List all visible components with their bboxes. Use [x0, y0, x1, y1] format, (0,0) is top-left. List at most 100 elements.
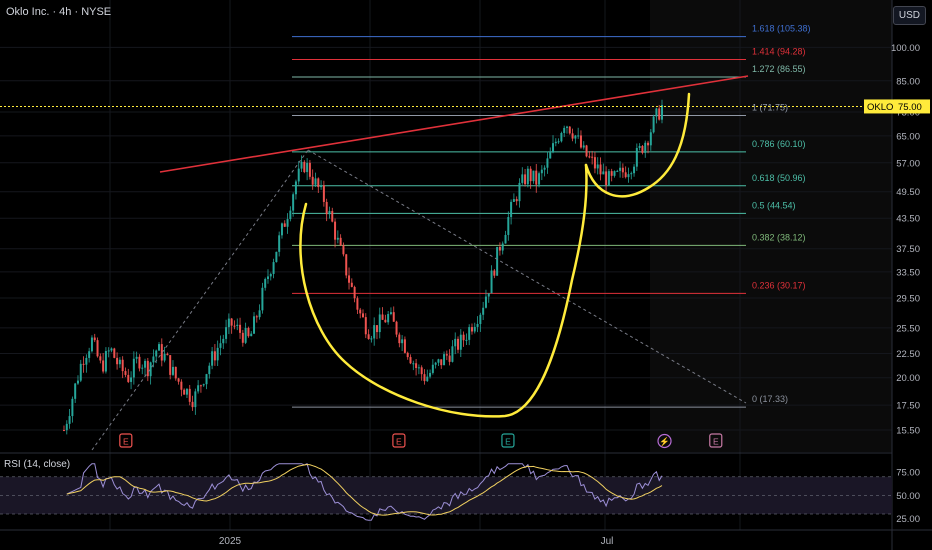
time-tick-label: Jul [601, 536, 614, 547]
candle [297, 160, 300, 185]
candle-body [328, 210, 331, 215]
candle [264, 277, 267, 291]
fib-level-1.618: 1.618 (105.38) [292, 24, 811, 38]
currency-button[interactable]: USD [892, 6, 926, 25]
grid [0, 0, 892, 530]
candle [163, 346, 166, 363]
candle-body [317, 178, 320, 188]
candle [378, 307, 381, 339]
rsi-tick-label: 25.00 [896, 514, 920, 525]
candle [462, 331, 465, 347]
price-tick-label: 25.50 [896, 323, 920, 334]
candle-body [166, 353, 169, 356]
fibonacci-levels[interactable]: 1.618 (105.38) 1.414 (94.28) 1.272 (86.55)… [292, 24, 811, 408]
time-axis[interactable]: 2025 Jul [0, 529, 932, 547]
candle-body [362, 313, 364, 318]
candle [138, 354, 141, 372]
candle-body [202, 384, 205, 386]
candle [605, 166, 608, 194]
candle [398, 332, 401, 348]
candle-body [538, 173, 541, 185]
candle-body [266, 276, 269, 280]
candle [521, 167, 524, 185]
candle [144, 358, 147, 376]
candle [121, 356, 124, 379]
candle [568, 126, 571, 135]
candle [90, 335, 93, 353]
candle-body [568, 126, 571, 134]
candle [185, 388, 188, 398]
candle [560, 131, 563, 143]
fib-label: 1.618 (105.38) [752, 24, 811, 34]
candle [188, 384, 191, 406]
candle [552, 135, 555, 154]
candle-body [163, 353, 166, 361]
candle [496, 246, 499, 276]
candle [401, 335, 404, 352]
candle [630, 171, 633, 180]
candle-body [241, 332, 244, 343]
candle [619, 161, 622, 178]
candle-body [320, 185, 323, 188]
event-marker-label: ⚡ [659, 437, 670, 448]
event-markers[interactable]: E E E ⚡ E [119, 433, 723, 449]
candle [415, 359, 418, 376]
candle-body [624, 172, 627, 178]
candle [389, 307, 392, 316]
candle-body [99, 356, 102, 361]
candle [370, 335, 373, 343]
candle-body [415, 363, 418, 369]
price-tick-label: 37.50 [896, 244, 920, 255]
candle [417, 364, 420, 375]
candle-body [487, 293, 490, 297]
candle-body [311, 176, 314, 185]
candle-body [401, 339, 404, 344]
candle [633, 164, 636, 177]
candle-body [250, 333, 253, 337]
candle-body [579, 135, 582, 148]
candle [202, 383, 205, 387]
candle [205, 373, 208, 390]
candle [350, 278, 353, 288]
candle [233, 320, 236, 330]
candle-body [375, 325, 378, 333]
candle [261, 282, 264, 314]
candle [219, 335, 222, 356]
candle-body [557, 141, 560, 143]
candle-body [501, 243, 504, 251]
candle-body [102, 360, 105, 372]
candle [582, 141, 585, 150]
candle-body [381, 314, 384, 320]
candle [294, 179, 297, 200]
candle-body [633, 166, 636, 174]
candle-body [278, 235, 281, 252]
rsi-pane[interactable]: 75.00 50.00 25.00 [0, 452, 920, 525]
candle [158, 341, 161, 351]
candle [211, 346, 214, 370]
candle-body [93, 337, 96, 341]
candle [85, 354, 88, 373]
candle [194, 388, 197, 415]
price-tick-label: 85.00 [896, 76, 920, 87]
rsi-indicator-label[interactable]: RSI (14, close) [4, 459, 71, 470]
candle-body [470, 327, 473, 332]
event-marker-label: E [123, 437, 129, 447]
candle [306, 158, 309, 181]
candle-body [515, 199, 518, 202]
candle [535, 163, 538, 193]
candle [661, 99, 663, 124]
price-tick-label: 49.50 [896, 187, 920, 198]
candle-body [437, 359, 440, 363]
candle-body [146, 360, 149, 377]
candle-body [261, 287, 264, 311]
candle-body [82, 363, 85, 365]
candle [146, 357, 149, 382]
candle [339, 234, 342, 247]
candle-body [149, 362, 152, 377]
candle [171, 360, 174, 377]
candle-body [392, 312, 395, 322]
drawings[interactable] [91, 75, 749, 451]
candle-body [529, 168, 532, 182]
